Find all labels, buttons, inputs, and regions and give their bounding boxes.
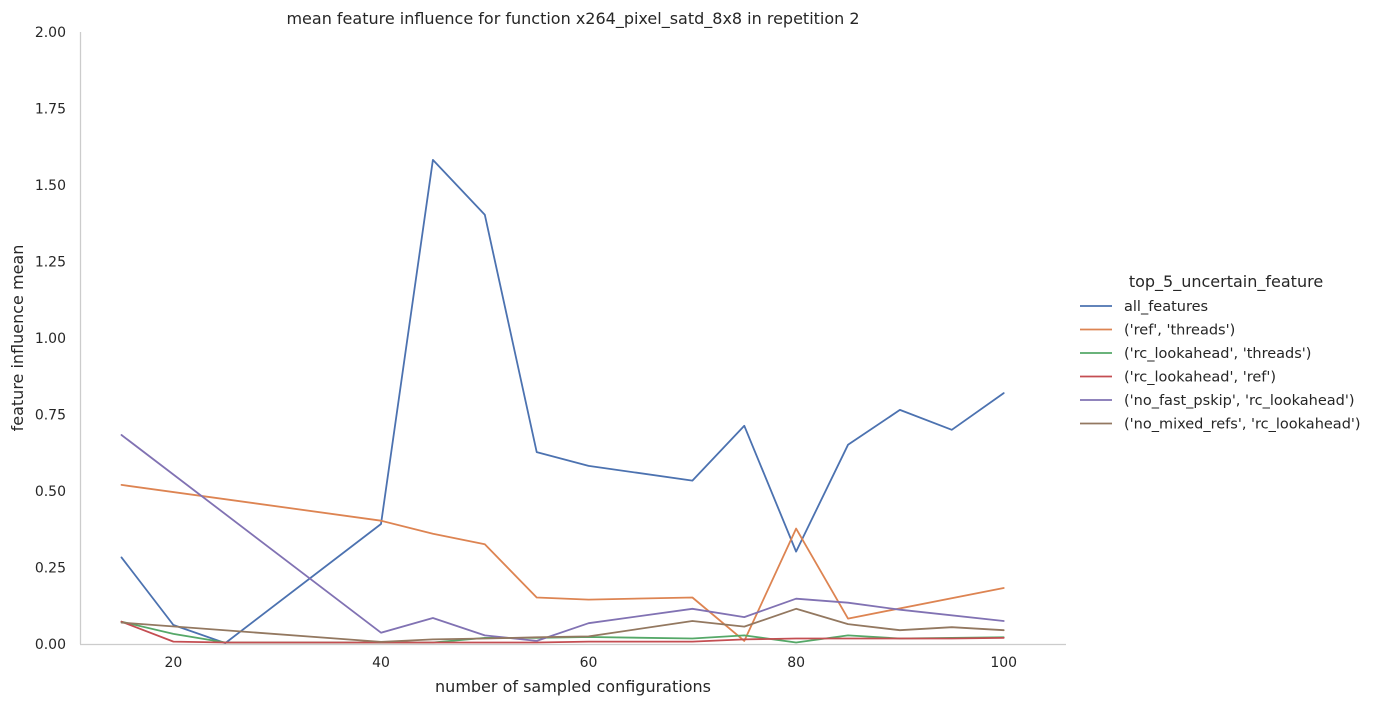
y-tick-label: 1.75	[35, 102, 66, 118]
series-line	[120, 158, 1005, 644]
y-axis-label: feature influence mean	[8, 245, 27, 432]
y-tick-label: 2.00	[35, 25, 66, 41]
y-tick-label: 1.50	[35, 178, 66, 194]
series-line	[120, 434, 1005, 642]
y-tick-label: 1.00	[35, 331, 66, 347]
legend-item-label: ('no_fast_pskip', 'rc_lookahead')	[1124, 393, 1355, 409]
legend: top_5_uncertain_feature all_features ('re…	[1080, 272, 1361, 433]
y-tick-label: 0.50	[35, 484, 66, 500]
x-tick-label: 40	[372, 655, 390, 671]
y-axis-ticks: 0.00 0.25 0.50 0.75 1.00 1.25 1.50 1.75 2.00	[35, 25, 66, 653]
x-tick-label: 80	[787, 655, 805, 671]
series-line	[120, 607, 1005, 643]
y-tick-label: 1.25	[35, 255, 66, 271]
y-tick-label: 0.00	[35, 637, 66, 653]
legend-items: all_features ('ref', 'threads') ('rc_looka…	[1080, 299, 1361, 433]
legend-item-label: ('rc_lookahead', 'threads')	[1124, 346, 1311, 362]
x-tick-label: 60	[580, 655, 598, 671]
x-axis-label: number of sampled configurations	[435, 677, 711, 696]
legend-item-label: all_features	[1124, 299, 1208, 315]
series-line	[120, 483, 1005, 642]
series-line	[120, 620, 1005, 644]
legend-item-label: ('no_mixed_refs', 'rc_lookahead')	[1124, 417, 1361, 433]
legend-item-label: ('ref', 'threads')	[1124, 323, 1235, 339]
x-axis-ticks: 20 40 60 80 100	[164, 655, 1017, 671]
y-tick-label: 0.25	[35, 561, 66, 577]
x-tick-label: 100	[990, 655, 1017, 671]
plot-area	[120, 158, 1005, 644]
legend-title: top_5_uncertain_feature	[1129, 272, 1323, 292]
y-tick-label: 0.75	[35, 408, 66, 424]
chart-title: mean feature influence for function x264…	[286, 9, 859, 29]
legend-item-label: ('rc_lookahead', 'ref')	[1124, 370, 1276, 386]
x-tick-label: 20	[164, 655, 182, 671]
